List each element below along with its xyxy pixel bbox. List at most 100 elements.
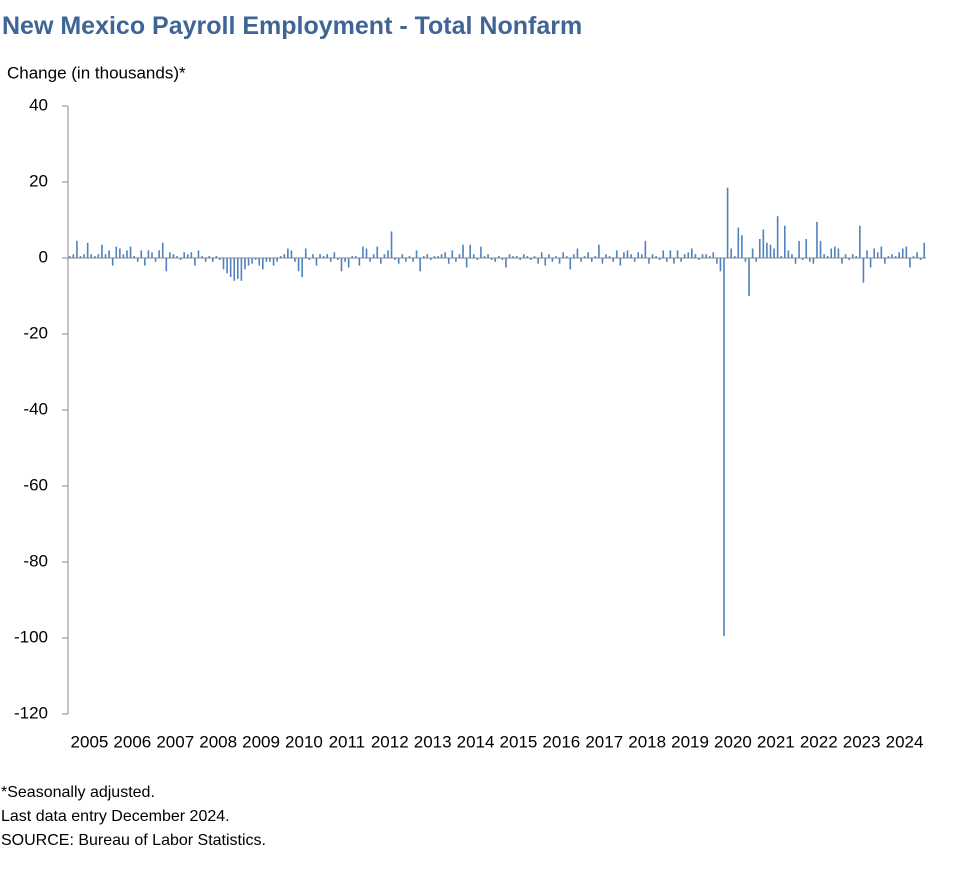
bar xyxy=(344,258,346,262)
bar xyxy=(208,256,211,258)
bar xyxy=(787,250,790,258)
bar xyxy=(590,258,593,262)
bar xyxy=(594,256,597,258)
bar xyxy=(458,254,461,258)
y-axis-label: Change (in thousands)* xyxy=(7,63,186,82)
bar xyxy=(111,258,114,266)
y-tick-label: -40 xyxy=(23,399,48,418)
bar xyxy=(730,248,732,258)
y-tick-label: 40 xyxy=(29,95,48,114)
bar xyxy=(551,258,554,262)
bar xyxy=(315,258,318,266)
bar xyxy=(755,258,757,262)
bar xyxy=(437,256,439,258)
bar xyxy=(848,258,850,260)
bar xyxy=(526,256,529,258)
bar xyxy=(337,258,339,260)
bar xyxy=(705,254,707,258)
bar xyxy=(290,250,293,258)
bar xyxy=(608,256,611,258)
bar xyxy=(351,256,354,258)
bar xyxy=(72,254,75,258)
bar xyxy=(154,258,157,262)
bar xyxy=(530,258,532,260)
bar xyxy=(483,256,486,258)
bar xyxy=(240,258,243,281)
bar xyxy=(90,254,93,258)
bar xyxy=(887,256,890,258)
x-tick-label: 2015 xyxy=(500,732,538,751)
bar xyxy=(122,254,125,258)
bar xyxy=(898,252,900,258)
bar xyxy=(741,235,743,258)
bar xyxy=(783,225,786,258)
bar xyxy=(573,254,575,258)
bar xyxy=(719,258,722,272)
bar xyxy=(673,258,675,264)
bar xyxy=(447,258,450,264)
bar xyxy=(179,258,182,260)
bar xyxy=(683,254,686,258)
bar xyxy=(304,248,307,258)
bar xyxy=(265,258,268,262)
bar xyxy=(380,258,382,264)
bar xyxy=(766,242,768,258)
bar xyxy=(294,258,296,262)
bar xyxy=(387,250,389,258)
x-tick-label: 2012 xyxy=(371,732,409,751)
bar xyxy=(129,246,132,258)
bar xyxy=(140,250,143,258)
bar xyxy=(544,258,547,266)
bar xyxy=(601,258,604,264)
bar xyxy=(723,258,725,637)
bar xyxy=(362,246,364,258)
bar xyxy=(222,258,225,270)
bar xyxy=(451,250,454,258)
bar xyxy=(658,258,661,260)
y-tick-label: -60 xyxy=(23,475,48,494)
bar xyxy=(605,254,607,258)
bar xyxy=(501,258,504,260)
bar xyxy=(319,254,321,258)
bar xyxy=(712,252,715,258)
bar xyxy=(841,258,843,264)
y-tick-label: 20 xyxy=(29,171,48,190)
bar xyxy=(562,252,564,258)
bar xyxy=(354,256,357,258)
bar xyxy=(548,254,550,258)
bar xyxy=(540,252,543,258)
bar xyxy=(462,244,464,258)
bar xyxy=(444,252,446,258)
bar xyxy=(172,254,175,258)
y-tick-label: -20 xyxy=(23,323,48,342)
bar xyxy=(161,242,164,258)
bar xyxy=(308,258,311,260)
bar xyxy=(126,250,128,258)
bar xyxy=(758,239,761,258)
bar xyxy=(383,254,386,258)
bar xyxy=(633,258,636,262)
bar xyxy=(144,258,146,266)
bar xyxy=(258,258,261,266)
bar xyxy=(576,248,579,258)
bar xyxy=(408,256,411,258)
bar xyxy=(630,254,632,258)
bar xyxy=(773,248,775,258)
bar xyxy=(412,258,414,262)
bar xyxy=(372,254,375,258)
bar xyxy=(615,250,618,258)
bar xyxy=(430,258,432,260)
bar xyxy=(737,227,740,258)
x-tick-label: 2013 xyxy=(414,732,452,751)
x-tick-label: 2023 xyxy=(843,732,881,751)
bar xyxy=(340,258,343,272)
bar xyxy=(565,256,568,258)
bar xyxy=(880,246,883,258)
bar xyxy=(215,256,218,258)
bar xyxy=(108,250,110,258)
bar xyxy=(68,256,71,258)
bar xyxy=(151,252,153,258)
bar xyxy=(801,258,804,260)
bar xyxy=(365,248,368,258)
bar xyxy=(94,256,96,258)
